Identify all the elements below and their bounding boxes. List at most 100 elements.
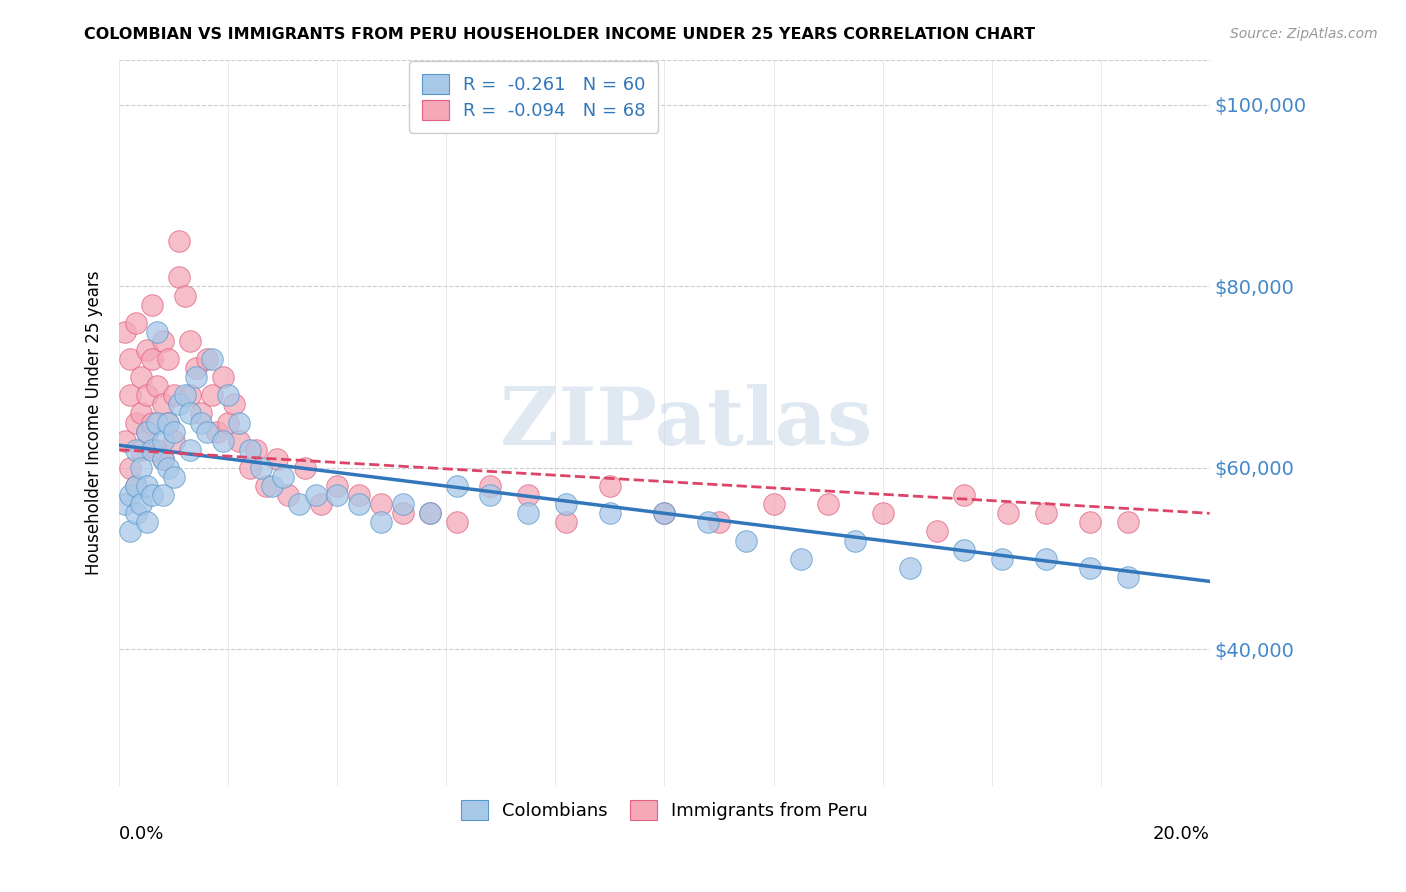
Point — [277, 488, 299, 502]
Point — [124, 316, 146, 330]
Point — [124, 416, 146, 430]
Point — [114, 434, 136, 448]
Point — [195, 352, 218, 367]
Point — [309, 497, 332, 511]
Point — [997, 506, 1019, 520]
Point — [129, 442, 152, 457]
Point — [135, 388, 157, 402]
Point — [991, 551, 1014, 566]
Point — [157, 461, 180, 475]
Point — [217, 388, 239, 402]
Point — [190, 407, 212, 421]
Point — [599, 506, 621, 520]
Point — [146, 442, 169, 457]
Point — [326, 488, 349, 502]
Point — [925, 524, 948, 539]
Point — [146, 416, 169, 430]
Point — [157, 416, 180, 430]
Point — [347, 488, 370, 502]
Point — [288, 497, 311, 511]
Point — [697, 516, 720, 530]
Point — [184, 361, 207, 376]
Point — [517, 488, 540, 502]
Point — [146, 379, 169, 393]
Point — [304, 488, 326, 502]
Point — [250, 461, 273, 475]
Point — [146, 325, 169, 339]
Point — [707, 516, 730, 530]
Point — [179, 388, 201, 402]
Point — [167, 234, 190, 248]
Point — [167, 270, 190, 285]
Point — [167, 397, 190, 411]
Point — [135, 425, 157, 439]
Point — [141, 442, 163, 457]
Point — [1116, 570, 1139, 584]
Point — [212, 434, 235, 448]
Point — [1078, 516, 1101, 530]
Text: COLOMBIAN VS IMMIGRANTS FROM PERU HOUSEHOLDER INCOME UNDER 25 YEARS CORRELATION : COLOMBIAN VS IMMIGRANTS FROM PERU HOUSEH… — [84, 27, 1035, 42]
Point — [555, 516, 578, 530]
Point — [163, 425, 186, 439]
Point — [120, 488, 142, 502]
Point — [419, 506, 441, 520]
Point — [654, 506, 676, 520]
Point — [163, 470, 186, 484]
Point — [201, 352, 224, 367]
Point — [114, 497, 136, 511]
Point — [953, 542, 976, 557]
Point — [141, 488, 163, 502]
Point — [135, 425, 157, 439]
Point — [599, 479, 621, 493]
Point — [391, 497, 413, 511]
Point — [152, 451, 174, 466]
Text: Source: ZipAtlas.com: Source: ZipAtlas.com — [1230, 27, 1378, 41]
Point — [844, 533, 866, 548]
Point — [1078, 561, 1101, 575]
Point — [190, 416, 212, 430]
Point — [212, 370, 235, 384]
Point — [120, 461, 142, 475]
Point — [163, 388, 186, 402]
Point — [114, 325, 136, 339]
Point — [790, 551, 813, 566]
Point — [152, 451, 174, 466]
Point — [124, 479, 146, 493]
Point — [152, 488, 174, 502]
Point — [179, 334, 201, 348]
Point — [207, 425, 229, 439]
Point — [152, 397, 174, 411]
Point — [141, 297, 163, 311]
Point — [239, 461, 262, 475]
Point — [184, 370, 207, 384]
Point — [256, 479, 278, 493]
Point — [201, 388, 224, 402]
Point — [953, 488, 976, 502]
Point — [654, 506, 676, 520]
Legend: Colombians, Immigrants from Peru: Colombians, Immigrants from Peru — [454, 793, 875, 828]
Point — [222, 397, 245, 411]
Point — [124, 506, 146, 520]
Point — [326, 479, 349, 493]
Point — [266, 451, 288, 466]
Point — [135, 343, 157, 357]
Point — [228, 416, 250, 430]
Point — [120, 388, 142, 402]
Point — [294, 461, 316, 475]
Point — [370, 497, 392, 511]
Point — [245, 442, 267, 457]
Point — [129, 407, 152, 421]
Point — [1035, 551, 1057, 566]
Y-axis label: Householder Income Under 25 years: Householder Income Under 25 years — [86, 270, 103, 574]
Point — [370, 516, 392, 530]
Point — [124, 442, 146, 457]
Point — [347, 497, 370, 511]
Point — [179, 407, 201, 421]
Point — [163, 434, 186, 448]
Point — [141, 352, 163, 367]
Point — [1035, 506, 1057, 520]
Point — [124, 479, 146, 493]
Point — [1116, 516, 1139, 530]
Point — [120, 524, 142, 539]
Point — [271, 470, 294, 484]
